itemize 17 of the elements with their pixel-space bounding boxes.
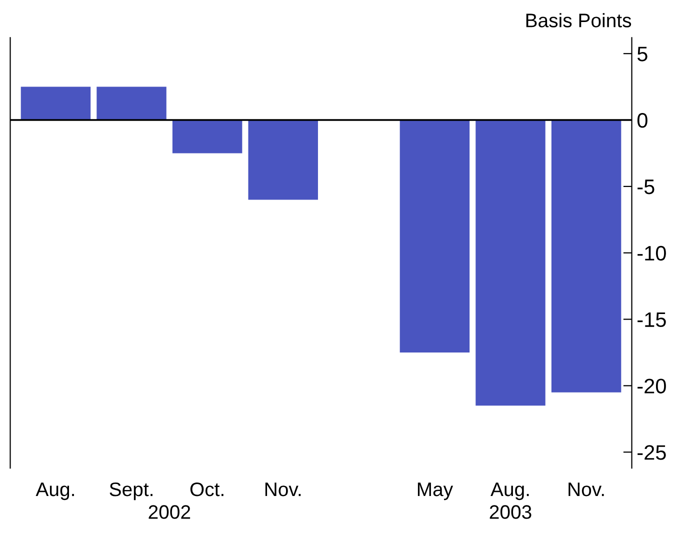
x-tick-label: Aug. bbox=[490, 482, 529, 500]
y-tick-label: 5 bbox=[637, 46, 648, 62]
x-tick-label: Nov. bbox=[265, 482, 301, 496]
y-axis-title: Basis Points bbox=[526, 13, 632, 28]
x-tick-label: Nov. bbox=[568, 482, 604, 496]
y-tick-label: -5 bbox=[638, 180, 654, 194]
x-tick-label: May bbox=[418, 482, 454, 500]
x-tick-label: Aug. bbox=[36, 482, 74, 500]
x-tick-label: Sept. bbox=[110, 482, 152, 500]
y-tick-label: 0 bbox=[637, 113, 648, 128]
y-tick-label: -25 bbox=[638, 445, 666, 460]
text: 2003 bbox=[490, 505, 532, 519]
x-tick-label: Oct. bbox=[190, 482, 224, 496]
text: 2002 bbox=[148, 505, 190, 519]
y-tick-label: -10 bbox=[638, 246, 666, 261]
y-tick-label: -20 bbox=[638, 378, 666, 394]
y-tick-label: -15 bbox=[638, 312, 666, 328]
